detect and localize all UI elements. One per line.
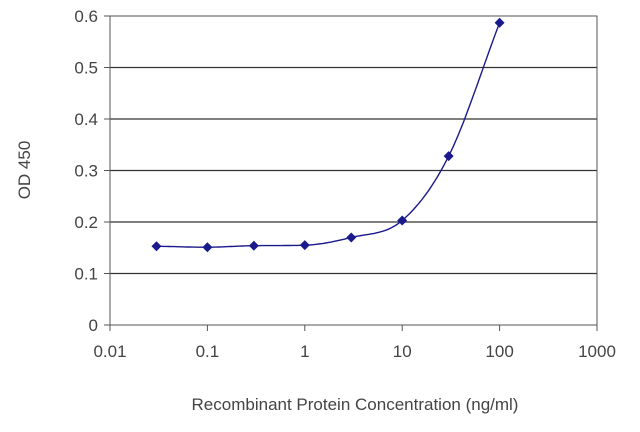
data-point [494,17,505,28]
x-axis-label: Recombinant Protein Concentration (ng/ml… [192,395,519,414]
data-point [443,151,454,162]
y-tick-label: 0 [89,316,98,335]
y-tick-label: 0.1 [74,265,98,284]
data-point [397,215,408,226]
y-tick-label: 0.5 [74,59,98,78]
y-tick-label: 0.4 [74,110,98,129]
x-tick-label: 10 [393,342,412,361]
data-points [151,17,505,253]
data-point [202,242,213,253]
y-tick-label: 0.6 [74,7,98,26]
data-point [346,232,357,243]
fit-curve [156,22,501,248]
data-point [151,241,162,252]
x-tick-label: 100 [485,342,513,361]
y-axis-ticks: 0 0.1 0.2 0.3 0.4 0.5 0.6 [74,7,110,335]
y-tick-label: 0.3 [74,162,98,181]
data-point [248,240,259,251]
gridlines [110,66,597,275]
data-point [299,240,310,251]
x-tick-label: 1000 [578,342,616,361]
x-tick-label: 0.1 [196,342,220,361]
x-tick-label: 0.01 [93,342,126,361]
y-tick-label: 0.2 [74,213,98,232]
x-axis-ticks: 0.01 0.1 1 10 100 1000 [93,325,616,361]
x-tick-label: 1 [300,342,309,361]
y-axis-label: OD 450 [15,141,34,200]
